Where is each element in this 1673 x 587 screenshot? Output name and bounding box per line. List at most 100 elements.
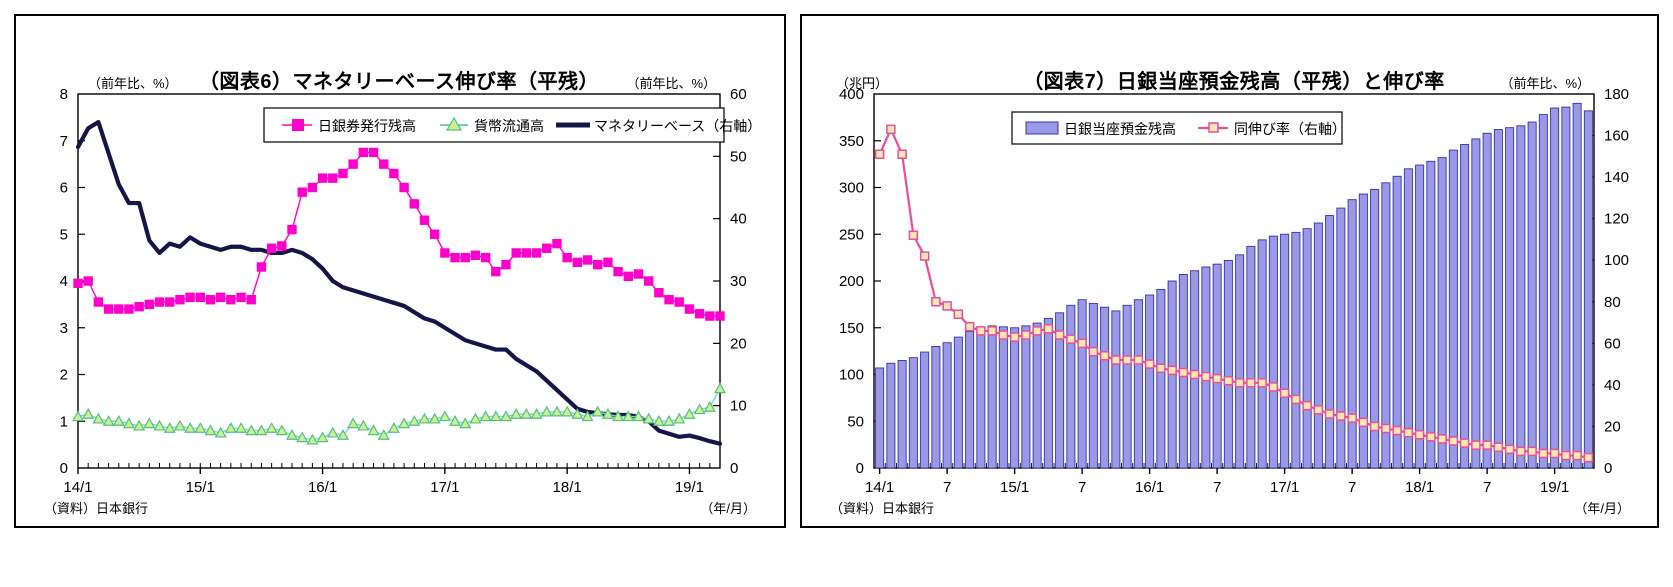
figure6-series-marker xyxy=(114,304,124,314)
figure7-bar xyxy=(1336,207,1346,469)
figure7-bar xyxy=(1111,310,1121,469)
figure6-x-tick-label: 19/1 xyxy=(675,479,704,496)
figure7-growth-marker xyxy=(998,330,1009,340)
figure6-y2-tick-label: 20 xyxy=(730,335,747,352)
figure7-source: （資料）日本銀行 xyxy=(830,501,934,516)
figure7-growth-marker xyxy=(1291,394,1301,405)
figure6-y2-tick-label: 40 xyxy=(730,211,747,228)
figure7-bar xyxy=(1156,288,1166,469)
figure6-series-marker xyxy=(601,408,614,419)
figure6-series-marker xyxy=(633,269,644,279)
figure7-growth-marker xyxy=(942,301,952,311)
figure7-growth-marker xyxy=(1133,355,1144,365)
figure6-x-tick-label: 15/1 xyxy=(186,479,215,496)
figure7-bar xyxy=(1077,299,1087,469)
figure7-growth-marker xyxy=(897,149,907,160)
figure7-bar xyxy=(1538,114,1548,469)
figure6-series-marker xyxy=(71,410,85,422)
figure7-y-tick-label: 0 xyxy=(856,460,864,477)
figure6-series-marker xyxy=(582,255,593,265)
figure7-left-axis-unit: （兆円） xyxy=(836,76,888,91)
figure7-bar xyxy=(1280,233,1290,469)
figure7-bar xyxy=(998,326,1008,469)
figure6-series-marker xyxy=(531,248,542,258)
figure6-chart: （前年比、%） （前年比、%） （図表6）マネタリーベース伸び率（平残） 0 1 2 3 4 5… xyxy=(44,69,761,516)
figure6-series-marker xyxy=(540,405,553,417)
figure6-series-marker xyxy=(357,419,370,431)
figure6-series-marker xyxy=(195,292,205,303)
figure6-series-marker xyxy=(265,422,278,433)
figure7-growth-marker xyxy=(1223,375,1234,386)
figure7-bar xyxy=(1516,125,1526,469)
figure6-series-marker xyxy=(470,250,481,260)
figure6-series-marker xyxy=(204,424,217,436)
figure6-series-marker xyxy=(328,173,338,183)
figure6-series-marker xyxy=(277,241,287,251)
figure6-series-marker xyxy=(419,215,430,225)
figure6-series-marker xyxy=(489,410,502,422)
figure6-xaxis-unit: （年/月） xyxy=(700,501,756,516)
figure6-series-marker xyxy=(440,248,450,258)
figure6-series-marker xyxy=(562,252,572,263)
figure7-legend-box xyxy=(1011,111,1343,145)
figure6-series-marker xyxy=(429,229,440,239)
figure6-series-marker xyxy=(623,271,633,282)
figure6-y2-tick-label: 30 xyxy=(730,273,747,290)
figure6-series-marker xyxy=(246,295,256,305)
figure7-growth-line xyxy=(878,128,1589,459)
figure7-y-tick-label: 300 xyxy=(839,180,864,197)
figure7-bar xyxy=(1482,132,1492,469)
figure6-y2-tick-label: 0 xyxy=(730,460,738,477)
figure6-series-marker xyxy=(102,415,115,426)
figure7-growth-marker xyxy=(1009,332,1020,342)
figure7-bar xyxy=(1088,302,1098,469)
figure7-growth-marker xyxy=(1572,450,1582,461)
figure6-series-marker xyxy=(715,311,725,321)
figure6-series-marker xyxy=(296,431,309,443)
figure6-y2-tick-label: 50 xyxy=(730,148,747,165)
figure7-growth-marker xyxy=(1381,423,1391,434)
figure7-growth-marker xyxy=(1156,363,1166,374)
figure7-growth-marker xyxy=(919,251,930,261)
figure6-series-marker xyxy=(591,405,604,417)
figure7-growth-marker xyxy=(1369,421,1380,432)
figure7-growth-marker xyxy=(1021,330,1031,340)
figure6-series-line xyxy=(77,151,721,317)
figure6-series-marker xyxy=(245,424,258,436)
figure6-series-marker xyxy=(165,297,175,307)
figure6-y-tick-label: 2 xyxy=(60,367,68,384)
figure6-y-tick-label: 0 xyxy=(60,460,68,477)
figure6-series-marker xyxy=(571,408,584,419)
figure7-bar xyxy=(1460,144,1470,469)
figure6-series-marker xyxy=(703,400,716,412)
figure6-y2-tick-label: 60 xyxy=(730,86,747,103)
figure6-series-marker xyxy=(499,410,513,422)
figure7-growth-marker xyxy=(1583,452,1594,463)
figure6-series-marker xyxy=(134,302,144,312)
figure7-panel: （兆円） （前年比、%） （図表7）日銀当座預金残高（平残）と伸び率 0 50 100 15… xyxy=(800,14,1659,528)
figure6-series-marker xyxy=(438,410,451,422)
figure6-series-marker xyxy=(613,266,623,277)
figure6-series-marker xyxy=(622,410,635,422)
figure7-growth-marker xyxy=(1504,444,1515,455)
figure7-bar xyxy=(1358,193,1368,469)
figure6-series-marker xyxy=(460,252,470,263)
figure6-series-marker xyxy=(693,403,706,415)
figure7-x-tick-label: 14/1 xyxy=(865,479,894,496)
figure7-y2-tick-label: 180 xyxy=(1604,86,1629,103)
figure7-growth-marker xyxy=(1189,369,1200,380)
figure6-series-marker xyxy=(326,426,339,438)
figure6-series-marker xyxy=(184,422,197,433)
figure7-y2-tick-label: 100 xyxy=(1604,252,1629,269)
figure7-growth-marker xyxy=(1516,446,1526,457)
figure6-series-marker xyxy=(398,417,411,429)
figure7-growth-marker xyxy=(976,326,986,336)
figure7-growth-marker xyxy=(1257,378,1267,388)
figure6-series-marker xyxy=(133,419,146,431)
figure7-growth-marker xyxy=(987,326,997,336)
figure6-series-marker xyxy=(459,417,472,429)
figure7-growth-marker xyxy=(1527,446,1537,457)
figure7-chart: （兆円） （前年比、%） （図表7）日銀当座預金残高（平残）と伸び率 0 50 100 15… xyxy=(830,69,1630,516)
figure7-bar xyxy=(1302,228,1312,469)
figure6-series-marker xyxy=(236,292,246,303)
